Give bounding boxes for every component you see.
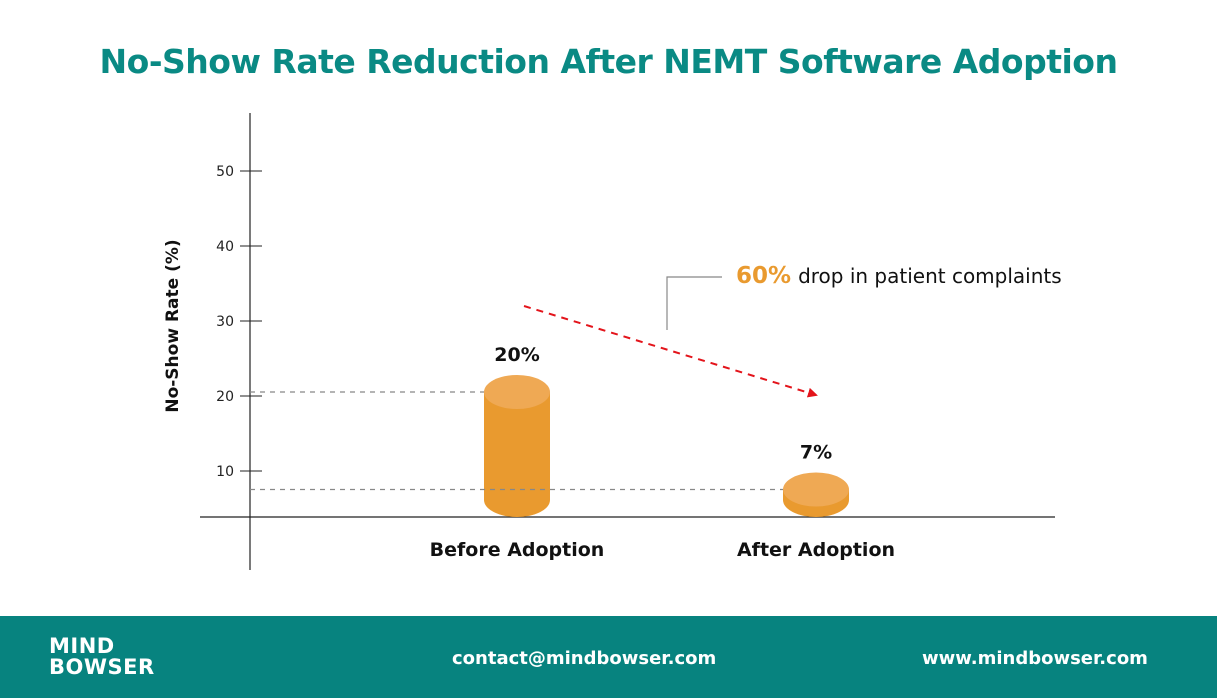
y-tick-label: 10: [216, 464, 234, 480]
x-tick-label: After Adoption: [737, 539, 895, 561]
y-tick-label: 20: [216, 389, 234, 405]
bar-body: [484, 392, 550, 517]
annotation-highlight: 60%: [736, 263, 791, 289]
bar-before: [484, 375, 550, 517]
bar-top: [783, 472, 849, 507]
y-tick-label: 30: [216, 314, 234, 330]
website-link[interactable]: www.mindbowser.com: [922, 648, 1148, 669]
annotation-leader: [666, 276, 722, 330]
trend-arrow: [523, 305, 818, 398]
data-label: 20%: [494, 344, 539, 366]
annotation: 60% drop in patient complaints: [736, 263, 1062, 289]
x-tick-label: Before Adoption: [430, 539, 605, 561]
y-tick-label: 50: [216, 164, 234, 180]
bar-top: [484, 375, 550, 409]
y-axis-label: No-Show Rate (%): [163, 239, 183, 412]
contact-email[interactable]: contact@mindbowser.com: [452, 648, 717, 669]
chart: 10 20 30 40 50 20% Before Adoption 7% After Ado…: [163, 113, 1062, 570]
mindbowser-logo: MIND BOWSER: [49, 634, 155, 679]
bar-after: [783, 472, 849, 517]
footer: MIND BOWSER contact@mindbowser.com www.m…: [0, 616, 1217, 698]
data-label: 7%: [800, 442, 832, 464]
annotation-text: drop in patient complaints: [798, 264, 1062, 288]
chart-title: No-Show Rate Reduction After NEMT Softwa…: [99, 42, 1118, 81]
y-tick-label: 40: [216, 239, 234, 255]
